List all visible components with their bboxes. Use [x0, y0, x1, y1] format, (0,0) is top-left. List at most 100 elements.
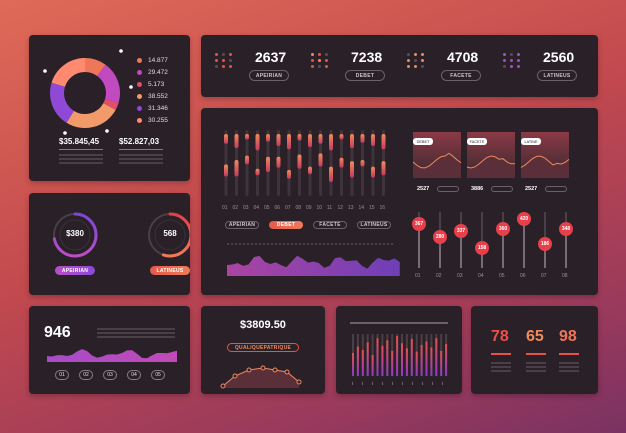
bar-segment — [339, 134, 344, 140]
donut-hole — [68, 76, 102, 110]
wave-value: 946 — [44, 324, 71, 341]
decor-dot — [119, 49, 123, 53]
price-label[interactable]: QUALIQUEPATRIQUE — [227, 343, 299, 352]
gauge-arc — [52, 212, 98, 258]
wave-chart — [47, 349, 177, 362]
mini-chart-label: DEBET — [413, 138, 433, 145]
placeholder-text — [559, 362, 579, 364]
slider-knob[interactable]: 367 — [412, 217, 426, 232]
page-02[interactable]: 02 — [79, 370, 93, 380]
kpi-item: 2637 APEIRIAN — [215, 49, 305, 89]
price-point — [260, 365, 266, 371]
axis-tick — [372, 382, 373, 385]
slider-knob[interactable]: 348 — [559, 221, 573, 236]
bar-segment — [318, 134, 323, 144]
donut-segment — [103, 98, 119, 111]
kpi-item: 2560 LATINEUS — [503, 49, 593, 89]
decor-dot — [63, 131, 67, 135]
bar-segment — [371, 134, 375, 147]
bar-track — [371, 130, 375, 196]
axis-tick — [402, 382, 403, 385]
mini-chart-area — [521, 156, 569, 178]
slider-knob[interactable]: 360 — [496, 221, 510, 236]
axis-tick — [422, 382, 423, 385]
toggle-facete[interactable]: FACETE — [313, 221, 347, 229]
placeholder-text — [59, 154, 103, 156]
kpi-label[interactable]: LATINEUS — [537, 70, 577, 81]
gauge-button-latineus[interactable]: LATINEUS — [150, 266, 190, 275]
divider — [59, 149, 103, 150]
slider-knob[interactable]: 420 — [517, 211, 531, 226]
donut-segment — [66, 102, 116, 128]
divider — [119, 149, 163, 150]
mini-chart-pill — [437, 186, 459, 192]
slider-knob[interactable]: 280 — [433, 230, 447, 245]
slider-knob[interactable]: 186 — [538, 237, 552, 252]
bar-label: 01 — [222, 205, 228, 211]
price-chart — [220, 365, 302, 389]
bar — [425, 341, 428, 376]
kpi-card: 2637 APEIRIAN 7238 DEBET 4708 FACETE 256… — [201, 35, 598, 97]
axis-tick — [392, 382, 393, 385]
score-value: 98 — [559, 328, 577, 345]
page-05[interactable]: 05 — [151, 370, 165, 380]
bar — [401, 343, 403, 376]
bar-label: 09 — [306, 205, 312, 211]
donut-legend: 14.877 29.472 5.173 38.552 31.346 30.255 — [137, 57, 187, 137]
wave-area — [47, 349, 177, 362]
bar — [386, 340, 389, 376]
mini-chart-label: FACETE — [467, 138, 487, 145]
bar — [440, 350, 443, 376]
legend-swatch — [137, 106, 142, 111]
bar-label: 02 — [232, 205, 239, 211]
kpi-label[interactable]: APEIRIAN — [249, 70, 289, 81]
legend-value: 29.472 — [148, 69, 168, 76]
decor-dot — [43, 69, 47, 73]
bar — [352, 352, 354, 376]
bar — [445, 344, 448, 376]
price-point — [246, 367, 252, 373]
placeholder-text — [97, 328, 175, 330]
gauge-button-apeirian[interactable]: APEIRIAN — [55, 266, 95, 275]
bar-segment — [224, 134, 228, 144]
bar-label: 10 — [316, 205, 323, 211]
donut-chart — [43, 49, 133, 135]
slider-knob[interactable]: 158 — [475, 241, 489, 256]
bar-segment — [329, 166, 333, 182]
kpi-label[interactable]: DEBET — [345, 70, 385, 81]
page-01[interactable]: 01 — [55, 370, 69, 380]
decor-dot — [129, 85, 133, 89]
mini-chart-value: 2527 — [525, 186, 538, 192]
kpi-label[interactable]: FACETE — [441, 70, 481, 81]
bar-segment — [255, 168, 260, 176]
mini-chart-value: 2527 — [417, 186, 430, 192]
bar-segment — [371, 166, 375, 178]
vertical-bars — [352, 334, 448, 385]
toggle-apeirian[interactable]: APEIRIAN — [225, 221, 259, 229]
bar-label: 03 — [243, 205, 249, 211]
slider-label: 07 — [541, 273, 547, 279]
axis-tick — [412, 382, 413, 385]
mini-chart-line — [520, 155, 570, 168]
kpi-item: 4708 FACETE — [407, 49, 497, 89]
toggle-latineus[interactable]: LATINEUS — [357, 221, 391, 229]
page-03[interactable]: 03 — [103, 370, 117, 380]
page-04[interactable]: 04 — [127, 370, 141, 380]
axis-tick — [362, 382, 363, 385]
donut-segment — [51, 58, 86, 88]
mini-chart-area — [413, 153, 461, 178]
bar — [381, 345, 384, 376]
slider-knob[interactable]: 337 — [454, 224, 468, 239]
bar-segment — [266, 156, 270, 173]
toggle-debet[interactable]: DEBET — [269, 221, 303, 229]
legend-swatch — [137, 118, 142, 123]
axis-tick — [432, 382, 433, 385]
legend-value: 38.552 — [148, 93, 168, 100]
kpi-value: 4708 — [447, 49, 479, 65]
donut-segment — [50, 82, 75, 123]
bar-segment — [255, 134, 260, 151]
price-point — [272, 367, 278, 373]
gauge-card: $380 568 APEIRIAN LATINEUS — [29, 193, 190, 295]
legend-value: 30.255 — [148, 117, 168, 124]
slider-label: 05 — [499, 273, 505, 279]
